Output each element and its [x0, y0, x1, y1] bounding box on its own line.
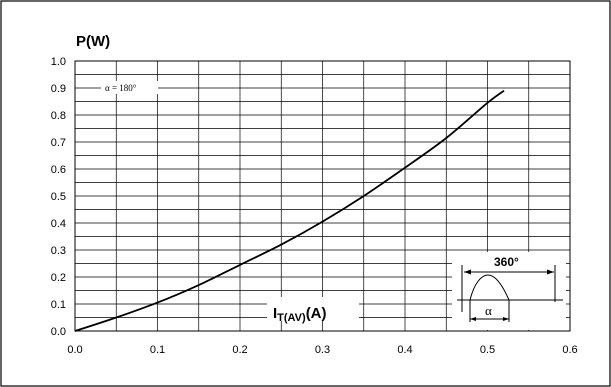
x-axis-label: IT(AV)(A) — [267, 297, 359, 324]
plot-area — [74, 60, 571, 332]
x-tick-label: 0.1 — [150, 344, 165, 356]
x-tick-label: 0.5 — [480, 344, 495, 356]
y-tick-label: 0.9 — [51, 83, 66, 95]
svg-text:IT(AV)(A): IT(AV)(A) — [273, 305, 327, 324]
annotation-alpha-text: α = 180° — [105, 83, 137, 93]
x-tick-label: 0.6 — [562, 344, 577, 356]
y-tick-label: 0.1 — [51, 299, 66, 311]
x-axis-label-unit: (A) — [306, 305, 327, 322]
x-tick-label: 0.2 — [232, 344, 247, 356]
y-tick-label: 0.3 — [51, 245, 66, 257]
y-tick-label: 0.5 — [51, 191, 66, 203]
y-axis-label: P(W) — [76, 33, 110, 50]
x-tick-label: 0.0 — [67, 344, 82, 356]
x-axis-label-sub: T(AV) — [277, 312, 306, 324]
x-tick-label: 0.4 — [397, 344, 412, 356]
inset-angle-label: α — [485, 303, 492, 318]
grid — [75, 61, 570, 331]
y-tick-label: 0.2 — [51, 272, 66, 284]
x-tick-label: 0.3 — [315, 344, 330, 356]
y-tick-label: 1.0 — [51, 56, 66, 68]
annotation-alpha: α = 180° — [101, 81, 158, 94]
y-tick-label: 0.4 — [51, 218, 66, 230]
x-axis-label-main: I — [273, 305, 277, 322]
y-tick-label: 0.6 — [51, 164, 66, 176]
y-tick-label: 0.0 — [51, 326, 66, 338]
y-tick-label: 0.7 — [51, 137, 66, 149]
tick-labels: 0.0 0.1 0.2 0.3 0.4 0.5 0.6 0.0 0.1 0.2 0.3 0.4 0.5 0… — [51, 56, 578, 356]
series-line — [74, 89, 505, 332]
inset-period-label: 360° — [494, 255, 519, 269]
waveform-inset: 360° α — [452, 252, 566, 330]
y-tick-label: 0.8 — [51, 110, 66, 122]
